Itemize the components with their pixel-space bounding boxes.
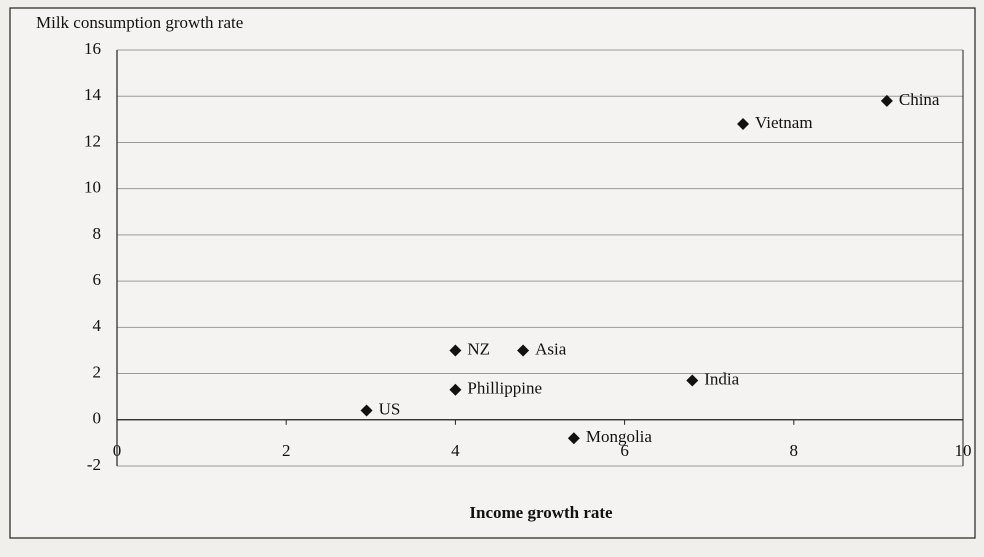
x-tick-label: 6 xyxy=(620,441,629,460)
point-label: Asia xyxy=(535,339,567,358)
chart-frame xyxy=(9,7,976,539)
point xyxy=(517,344,530,357)
y-tick-label: 14 xyxy=(84,85,102,104)
y-tick-label: 2 xyxy=(93,362,102,381)
x-axis-label: Income growth rate xyxy=(469,503,613,522)
y-tick-label: 0 xyxy=(93,409,102,428)
point xyxy=(880,94,893,107)
point xyxy=(449,344,462,357)
point xyxy=(567,432,580,445)
point xyxy=(449,383,462,396)
y-tick-label: 6 xyxy=(93,270,102,289)
y-tick-label: 8 xyxy=(93,224,102,243)
point xyxy=(360,404,373,417)
point-label: Phillippine xyxy=(467,379,542,398)
point-label: US xyxy=(379,399,401,418)
point-label: India xyxy=(704,369,739,388)
point-label: NZ xyxy=(467,339,490,358)
y-tick-label: 16 xyxy=(84,39,101,58)
y-tick-label: 12 xyxy=(84,131,101,150)
point xyxy=(737,117,750,130)
point-label: China xyxy=(899,90,940,109)
x-tick-label: 2 xyxy=(282,441,291,460)
y-tick-label: 10 xyxy=(84,178,101,197)
point-label: Vietnam xyxy=(755,113,813,132)
point-label: Mongolia xyxy=(586,427,653,446)
point xyxy=(686,374,699,387)
x-tick-label: 4 xyxy=(451,441,460,460)
y-tick-label: 4 xyxy=(93,316,102,335)
y-axis-label: Milk consumption growth rate xyxy=(36,13,243,32)
y-tick-label: -2 xyxy=(87,455,101,474)
x-tick-label: 8 xyxy=(790,441,799,460)
